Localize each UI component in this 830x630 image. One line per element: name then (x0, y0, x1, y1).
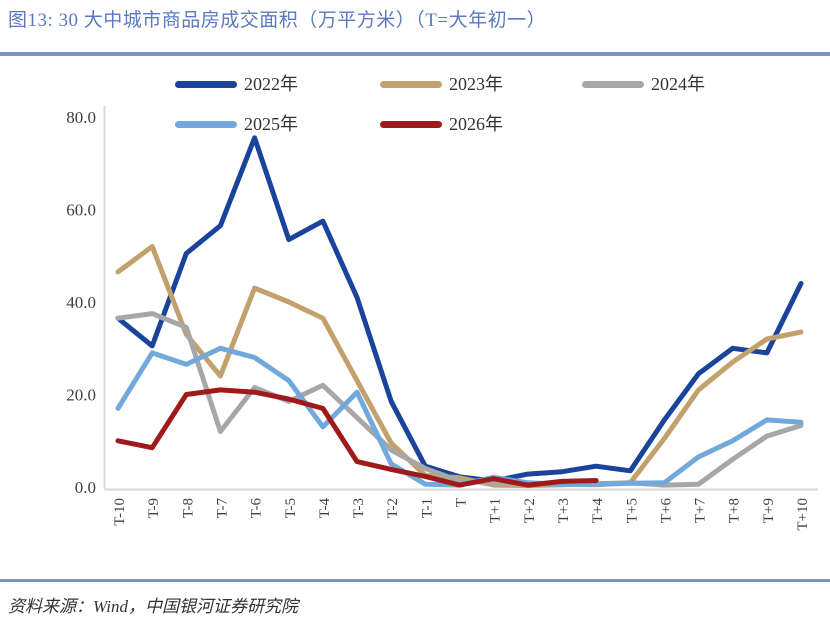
title-divider-line (0, 52, 830, 56)
x-axis-tick-label: T+7 (693, 498, 709, 524)
x-axis-tick-label: T-5 (283, 498, 299, 518)
x-axis-tick-label: T+6 (658, 498, 674, 524)
x-axis-tick-label: T+10 (795, 498, 811, 531)
x-axis-tick-label: T-10 (112, 498, 128, 526)
legend-label: 2024年 (651, 74, 705, 94)
legend-item-2022年: 2022年 (175, 74, 298, 94)
x-axis-tick-label: T-2 (385, 498, 401, 518)
x-axis-tick-label: T+8 (727, 498, 743, 523)
x-axis-tick-label: T+9 (761, 498, 777, 523)
y-axis-tick-label: 80.0 (66, 108, 96, 127)
legend-swatch (380, 80, 442, 88)
figure-title: 图13: 30 大中城市商品房成交面积（万平方米）（T=大年初一） (8, 10, 547, 31)
series-line-2024年 (115, 311, 804, 488)
legend-item-2023年: 2023年 (380, 74, 503, 94)
series-line-2026年 (115, 387, 599, 488)
legend-label: 2025年 (244, 114, 298, 134)
legend-swatch (175, 80, 237, 88)
x-axis-tick-label: T+5 (624, 498, 640, 523)
y-axis-tick-label: 20.0 (66, 386, 96, 405)
legend-swatch (175, 120, 237, 128)
x-axis-tick-label: T-3 (351, 498, 367, 518)
x-axis-tick-label: T-8 (180, 498, 196, 518)
x-axis-tick-label: T-1 (419, 498, 435, 518)
x-axis-tick-label: T+3 (556, 498, 572, 523)
x-axis-tick-label: T+1 (488, 498, 504, 523)
x-axis-tick-label: T (454, 498, 470, 507)
legend-item-2024年: 2024年 (582, 74, 705, 94)
legend-swatch (582, 80, 644, 88)
legend-label: 2022年 (244, 74, 298, 94)
legend-item-2026年: 2026年 (380, 114, 503, 134)
footer-divider-line (0, 579, 830, 582)
legend-label: 2023年 (449, 74, 503, 94)
x-axis-tick-label: T-9 (146, 498, 162, 518)
legend-label: 2026年 (449, 114, 503, 134)
y-axis-tick-label: 0.0 (75, 478, 96, 497)
x-axis-tick-label: T-7 (214, 498, 230, 519)
series-line-2025年 (115, 345, 804, 488)
x-axis-tick-label: T-6 (249, 498, 265, 519)
source-note: 资料来源：Wind，中国银河证券研究院 (8, 597, 298, 616)
y-axis-tick-label: 40.0 (66, 293, 96, 312)
x-axis-tick-label: T+2 (522, 498, 538, 523)
x-axis-tick-label: T+4 (590, 498, 606, 524)
legend-swatch (380, 120, 442, 128)
series-line-2023年 (115, 244, 804, 489)
x-axis-tick-label: T-4 (317, 498, 333, 519)
y-axis-tick-label: 60.0 (66, 201, 96, 220)
legend-item-2025年: 2025年 (175, 114, 298, 134)
